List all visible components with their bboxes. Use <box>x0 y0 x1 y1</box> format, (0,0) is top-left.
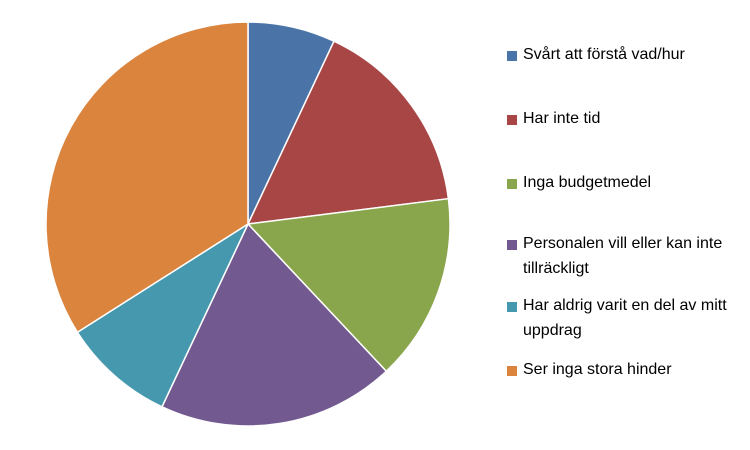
legend-item: Svårt att förstå vad/hur <box>507 46 741 67</box>
legend-label: Ser inga stora hinder <box>523 361 672 378</box>
pie-slice <box>246 40 450 225</box>
legend-item: Personalen vill eller kan inte tillräckl… <box>507 235 741 281</box>
pie-slice <box>160 222 388 427</box>
legend-item: Inga budgetmedel <box>507 174 741 195</box>
legend-swatch <box>507 179 517 189</box>
legend-label: Personalen vill eller kan inte tillräckl… <box>523 235 723 277</box>
legend-item: Har aldrig varit en del av mitt uppdrag <box>507 297 741 343</box>
legend-swatch <box>507 51 517 61</box>
legend-item: Har inte tid <box>507 110 741 131</box>
legend-label: Svårt att förstå vad/hur <box>523 46 685 63</box>
legend-swatch <box>507 240 517 250</box>
legend-label: Har aldrig varit en del av mitt uppdrag <box>523 297 727 339</box>
pie-slice <box>76 221 250 408</box>
legend-label: Har inte tid <box>523 110 601 127</box>
legend-swatch <box>507 366 517 376</box>
legend-swatch <box>507 302 517 312</box>
legend-label: Inga budgetmedel <box>523 174 652 191</box>
pie-slice <box>246 197 451 373</box>
legend-swatch <box>507 115 517 125</box>
pie-slice <box>45 21 249 334</box>
legend-item: Ser inga stora hinder <box>507 361 741 382</box>
